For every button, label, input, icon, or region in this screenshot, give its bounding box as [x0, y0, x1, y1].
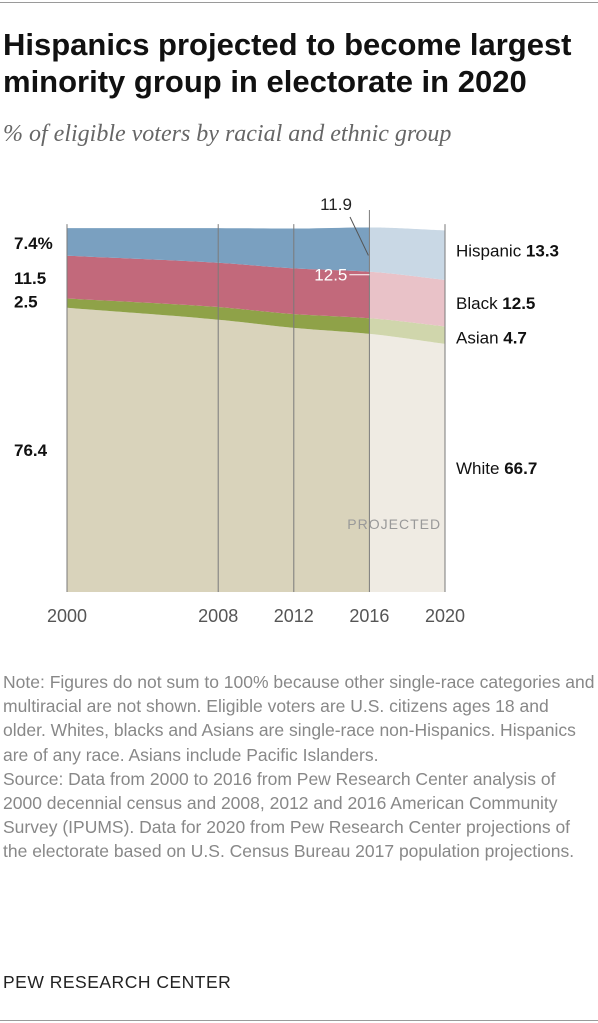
notes-block: Note: Figures do not sum to 100% because…	[3, 670, 595, 864]
end-label-hispanic: Hispanic 13.3	[456, 241, 559, 260]
area-hispanic-projected	[369, 227, 445, 280]
projected-label: PROJECTED	[347, 516, 441, 532]
gridline-layer	[66, 210, 446, 592]
end-label-value: 13.3	[526, 241, 559, 260]
end-label-value: 12.5	[502, 294, 535, 313]
bottom-rule	[0, 1020, 598, 1021]
x-tick-label: 2012	[274, 606, 314, 626]
callout-label-hispanic: 11.9	[320, 195, 352, 214]
end-label-name: Black	[456, 294, 502, 313]
brand-label: PEW RESEARCH CENTER	[3, 972, 232, 992]
callout-leader-hispanic	[349, 216, 369, 256]
source-text: Source: Data from 2000 to 2016 from Pew …	[3, 768, 575, 862]
end-label-name: Asian	[456, 328, 503, 347]
start-label-black: 11.5	[14, 269, 46, 288]
end-label-name: White	[456, 459, 504, 478]
note-text: Note: Figures do not sum to 100% because…	[3, 672, 595, 765]
area-asian-projected	[369, 318, 445, 344]
end-label-black: Black 12.5	[456, 294, 535, 313]
chart-subtitle: % of eligible voters by racial and ethni…	[3, 121, 452, 147]
label-layer: 2000 2008 2012 2016 2020 PROJECTED 76.4 2.5 11.5…	[14, 195, 559, 626]
area-black-projected	[369, 271, 445, 327]
callout-label-black: 12.5	[314, 266, 347, 285]
x-tick-label: 2008	[198, 606, 238, 626]
end-label-asian: Asian 4.7	[456, 328, 527, 347]
end-label-value: 66.7	[504, 459, 537, 478]
area-layer	[67, 227, 445, 592]
x-tick-label: 2016	[349, 606, 389, 626]
start-label-hispanic: 7.4%	[14, 234, 53, 253]
stacked-area-chart: 2000 2008 2012 2016 2020 PROJECTED 76.4 2.5 11.5…	[14, 195, 559, 626]
area-white-projected	[369, 333, 445, 592]
end-label-value: 4.7	[503, 328, 527, 347]
chart-title: Hispanics projected to become largest mi…	[3, 27, 572, 99]
x-tick-label: 2000	[47, 606, 87, 626]
start-label-white: 76.4	[14, 441, 48, 460]
end-label-name: Hispanic	[456, 241, 526, 260]
end-label-white: White 66.7	[456, 459, 537, 478]
x-tick-label: 2020	[425, 606, 465, 626]
start-label-asian: 2.5	[14, 292, 38, 311]
top-rule	[0, 2, 598, 3]
